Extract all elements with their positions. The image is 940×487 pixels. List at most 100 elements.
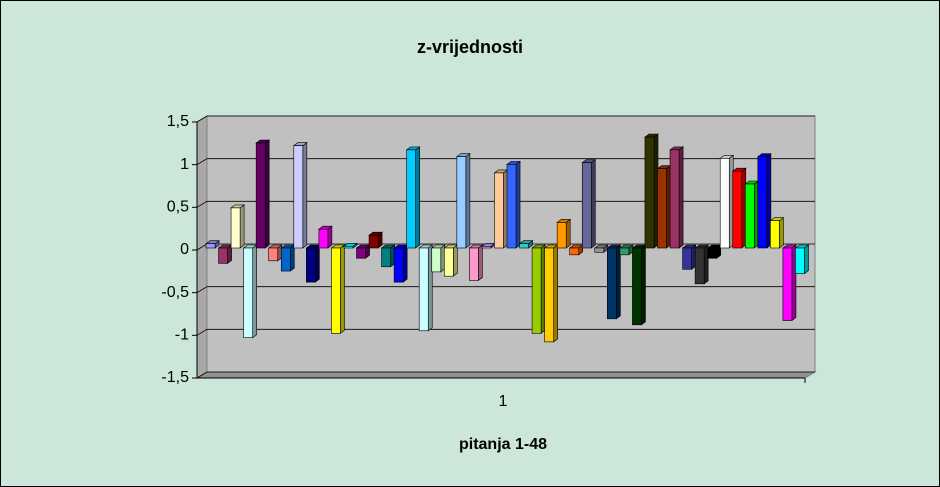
bar-front (732, 170, 743, 249)
bar (405, 146, 421, 249)
bar-side (641, 244, 646, 326)
bar-front (494, 172, 504, 249)
bar-side (804, 244, 809, 275)
bar-front (744, 183, 755, 249)
bar (631, 244, 647, 326)
bar (481, 242, 496, 249)
bar (719, 154, 735, 249)
bar-front (682, 247, 692, 270)
bar (217, 244, 233, 264)
bar-front (293, 145, 304, 249)
bar-side (565, 218, 571, 249)
bar-front (519, 243, 529, 249)
bar-front (205, 243, 216, 249)
bar-front (443, 247, 454, 277)
bar-front (669, 149, 680, 249)
bar (242, 244, 258, 339)
bar (292, 142, 308, 249)
bar-side (402, 244, 408, 283)
bar-front (343, 245, 354, 249)
bar-side (289, 244, 295, 272)
bar-front (393, 247, 404, 283)
bar-front (255, 142, 266, 249)
bar (317, 225, 333, 249)
bar (681, 244, 697, 270)
bar-front (306, 247, 316, 283)
bar-front (456, 156, 467, 249)
bar (744, 180, 760, 249)
bar (531, 244, 547, 334)
floor (195, 371, 817, 379)
y-tick-label: 0,5 (167, 199, 189, 216)
bar (443, 244, 459, 277)
bar-front (243, 247, 253, 338)
y-tick-label: -0,5 (161, 284, 189, 301)
bar (543, 244, 559, 343)
bar (706, 244, 722, 259)
bar (205, 240, 220, 249)
bar-side (327, 225, 333, 249)
bar-front (531, 247, 542, 334)
bar (343, 242, 358, 249)
bar-front (707, 247, 717, 259)
x-axis-title: pitanja 1-48 (459, 436, 547, 453)
bar-front (607, 247, 617, 320)
bar-front (331, 247, 341, 334)
y-tick-label: 1 (180, 156, 189, 173)
y-tick-label: -1 (175, 327, 189, 344)
bar-side (553, 244, 558, 343)
bar-side (315, 244, 320, 283)
bar (330, 244, 346, 334)
bar (756, 153, 772, 249)
y-tick-label: 0 (180, 241, 189, 258)
bar (568, 244, 584, 256)
bar-front (356, 247, 366, 259)
bar (694, 244, 710, 285)
bar (794, 244, 810, 275)
bar (669, 146, 684, 249)
bar-side (453, 244, 458, 277)
grid-line (196, 328, 815, 336)
bar-front (406, 149, 416, 249)
bar (468, 244, 484, 282)
bar-side (590, 159, 596, 249)
bar (493, 169, 509, 249)
grid-line (196, 158, 815, 166)
bar-side (515, 160, 521, 249)
grid-line (196, 371, 815, 379)
bar-side (616, 244, 621, 320)
bar-side (239, 204, 245, 249)
bar-front (594, 247, 605, 253)
bar-front (644, 136, 655, 249)
chart-title: z-vrijednosti (417, 37, 523, 57)
bar-front (619, 247, 630, 256)
bar-front (318, 228, 329, 249)
bar-front (481, 245, 492, 249)
bar-front (544, 247, 554, 343)
x-tick-label: 1 (499, 393, 508, 410)
bar (455, 153, 471, 249)
bar (355, 244, 371, 259)
bar (255, 139, 271, 249)
bar-front (694, 247, 705, 285)
bar-front (556, 222, 567, 249)
bar (393, 244, 409, 283)
bar (581, 159, 597, 249)
bar (782, 244, 797, 322)
bar (280, 244, 296, 272)
bar (506, 160, 521, 249)
grid-line (196, 115, 815, 123)
bar (606, 244, 622, 320)
bar-front (657, 168, 667, 249)
bar (656, 165, 672, 249)
grid-line (196, 200, 815, 208)
bar-side (252, 244, 257, 339)
bar-side (302, 142, 308, 249)
bar-front (506, 164, 517, 249)
bar-front (795, 247, 805, 274)
bar-front (569, 247, 580, 256)
bar-front (280, 247, 291, 272)
bar (430, 244, 446, 273)
bar-front (770, 220, 780, 249)
bar-front (581, 162, 592, 249)
